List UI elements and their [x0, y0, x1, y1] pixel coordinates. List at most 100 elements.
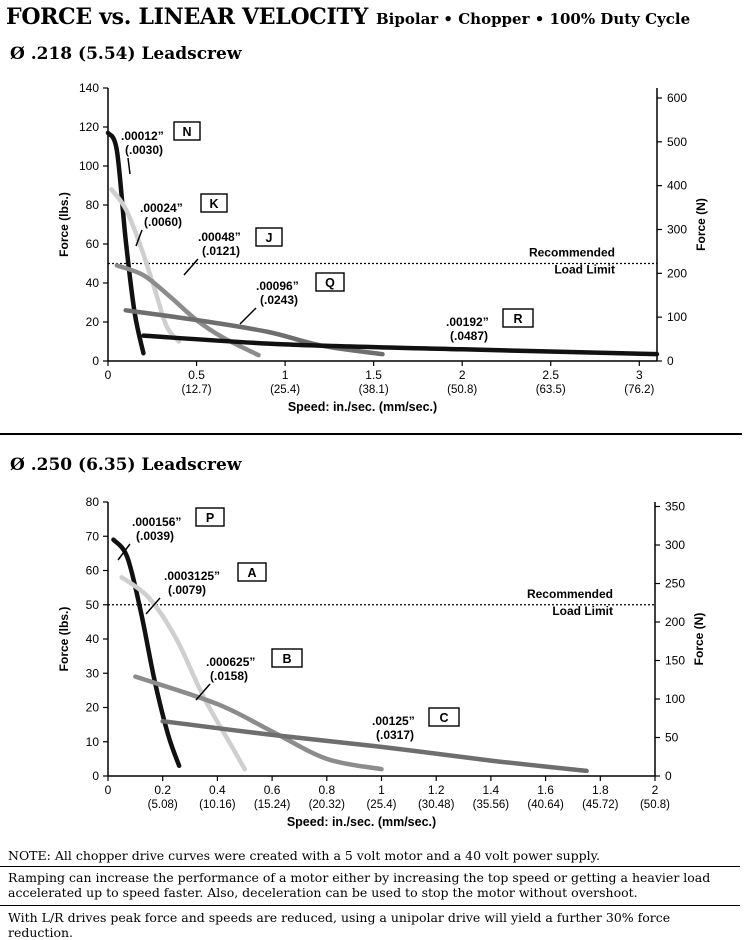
x-tick-label: 1.4	[483, 783, 500, 797]
x-tick-label-mm: (45.72)	[582, 799, 619, 811]
x-tick-label-mm: (76.2)	[624, 384, 654, 396]
series-line-C	[160, 718, 589, 774]
y-tick-label: 140	[79, 81, 99, 95]
note-divider-1	[0, 866, 740, 867]
step-label-metric-C: (.0317)	[376, 728, 414, 742]
curve-id-box-A	[237, 562, 267, 582]
y2-tick-label: 300	[665, 538, 685, 552]
step-label-K: .00024”	[140, 201, 183, 215]
leader-line-Q	[239, 307, 257, 325]
curve-id-A: A	[247, 566, 256, 580]
y-tick-label: 20	[86, 315, 100, 329]
chart-250-leadscrew: 0 10 20 30 40 50 60 70 80 0 50 100 150 200 250 300 350 0 0…	[57, 495, 706, 829]
curve-id-Q: Q	[325, 276, 335, 290]
section-title-218: Ø .218 (5.54) Leadscrew	[10, 44, 242, 64]
section-divider	[0, 433, 742, 435]
leader-line-J	[183, 258, 199, 276]
curve-id-box-Q	[315, 272, 345, 292]
x-tick-label-mm: (5.08)	[148, 799, 178, 811]
step-label-metric-R: (.0487)	[450, 329, 488, 343]
x-tick-label: 0.6	[264, 783, 281, 797]
step-label-metric-B: (.0158)	[210, 669, 248, 683]
x-tick-label-mm: (10.16)	[199, 799, 236, 811]
series-line-P	[111, 537, 182, 768]
load-limit-label-1: Recommended	[529, 246, 615, 260]
x-tick-label-mm: (30.48)	[418, 799, 455, 811]
x-tick-label: 1.2	[428, 783, 445, 797]
y2-tick-label: 100	[665, 692, 685, 706]
curve-id-box-B	[271, 648, 303, 668]
curve-id-box-K	[200, 193, 228, 213]
step-label-A: .0003125”	[164, 569, 220, 583]
leader-line-P	[117, 543, 131, 561]
curve-id-box-N	[173, 121, 201, 141]
page-subtitle: Bipolar • Chopper • 100% Duty Cycle	[376, 10, 691, 28]
step-label-metric-K: (.0060)	[144, 215, 182, 229]
x-tick-label-mm: (25.4)	[270, 384, 300, 396]
x-tick-label-mm: (20.32)	[309, 799, 346, 811]
y-tick-label: 60	[86, 564, 100, 578]
y2-tick-label: 600	[667, 91, 687, 105]
y2-tick-label: 150	[665, 654, 685, 668]
y-tick-label: 10	[86, 735, 100, 749]
x-tick-label: 1.8	[592, 783, 609, 797]
step-label-R: .00192”	[446, 315, 489, 329]
x-tick-label-mm: (40.64)	[527, 799, 564, 811]
x-tick-label: 2	[652, 783, 659, 797]
load-limit-label-2: Load Limit	[554, 263, 615, 277]
curve-id-N: N	[182, 125, 191, 139]
curve-id-box-J	[255, 227, 283, 247]
x-tick-label-mm: (12.7)	[182, 384, 212, 396]
curve-id-box-P	[195, 507, 225, 527]
x-tick-label-mm: (35.56)	[473, 799, 510, 811]
y-tick-label: 50	[86, 598, 100, 612]
page-title: FORCE vs. LINEAR VELOCITY	[6, 4, 368, 30]
y-tick-label: 30	[86, 666, 100, 680]
leader-line-A	[145, 597, 161, 615]
y-axis-title: Force (lbs.)	[57, 192, 71, 257]
note-ramping: Ramping can increase the performance of …	[8, 870, 711, 900]
y2-tick-label: 250	[665, 577, 685, 591]
y2-tick-label: 0	[667, 354, 674, 368]
x-tick-label: 0.2	[154, 783, 171, 797]
step-label-Q: .00096”	[256, 279, 299, 293]
x-tick-label: 2	[459, 368, 466, 382]
curve-id-K: K	[209, 197, 218, 211]
y2-tick-label: 200	[665, 615, 685, 629]
x-tick-label: 0	[105, 368, 112, 382]
x-tick-label: 0.5	[188, 368, 205, 382]
y2-tick-label: 350	[665, 500, 685, 514]
series-line-R	[141, 333, 660, 357]
step-label-metric-N: (.0030)	[125, 143, 163, 157]
leader-line-K	[135, 229, 143, 247]
step-label-C: .00125”	[372, 714, 415, 728]
x-tick-label: 0.4	[209, 783, 226, 797]
y-tick-label: 60	[86, 237, 100, 251]
step-label-J: .00048”	[198, 230, 241, 244]
load-limit-label-1: Recommended	[527, 587, 613, 601]
section-title-250: Ø .250 (6.35) Leadscrew	[10, 455, 242, 475]
step-label-P: .000156”	[132, 515, 181, 529]
y-tick-label: 40	[86, 276, 100, 290]
y-tick-label: 80	[86, 198, 100, 212]
step-label-metric-J: (.0121)	[202, 244, 240, 258]
y-tick-label: 20	[86, 701, 100, 715]
curve-id-C: C	[439, 711, 448, 725]
x-tick-label: 2.5	[542, 368, 559, 382]
x-tick-label-mm: (63.5)	[536, 384, 566, 396]
chart-218-leadscrew: 0 20 40 60 80 100 120 140 0 100 200 300 400 500 600 0 0.…	[57, 81, 708, 414]
y2-tick-label: 200	[667, 266, 687, 280]
y-axis-title: Force (lbs.)	[57, 607, 71, 672]
leader-line-B	[195, 683, 211, 701]
x-axis-title: Speed: in./sec. (mm/sec.)	[287, 815, 436, 829]
x-tick-label: 0.8	[318, 783, 335, 797]
x-tick-label: 3	[636, 368, 643, 382]
y-tick-label: 80	[86, 495, 100, 509]
load-limit-label-2: Load Limit	[552, 604, 613, 618]
series-line-K	[109, 187, 182, 344]
y2-axis-title: Force (N)	[694, 198, 708, 251]
y2-tick-label: 500	[667, 135, 687, 149]
y-tick-label: 120	[79, 120, 99, 134]
x-tick-label: 1.5	[365, 368, 382, 382]
x-tick-label-mm: (50.8)	[447, 384, 477, 396]
